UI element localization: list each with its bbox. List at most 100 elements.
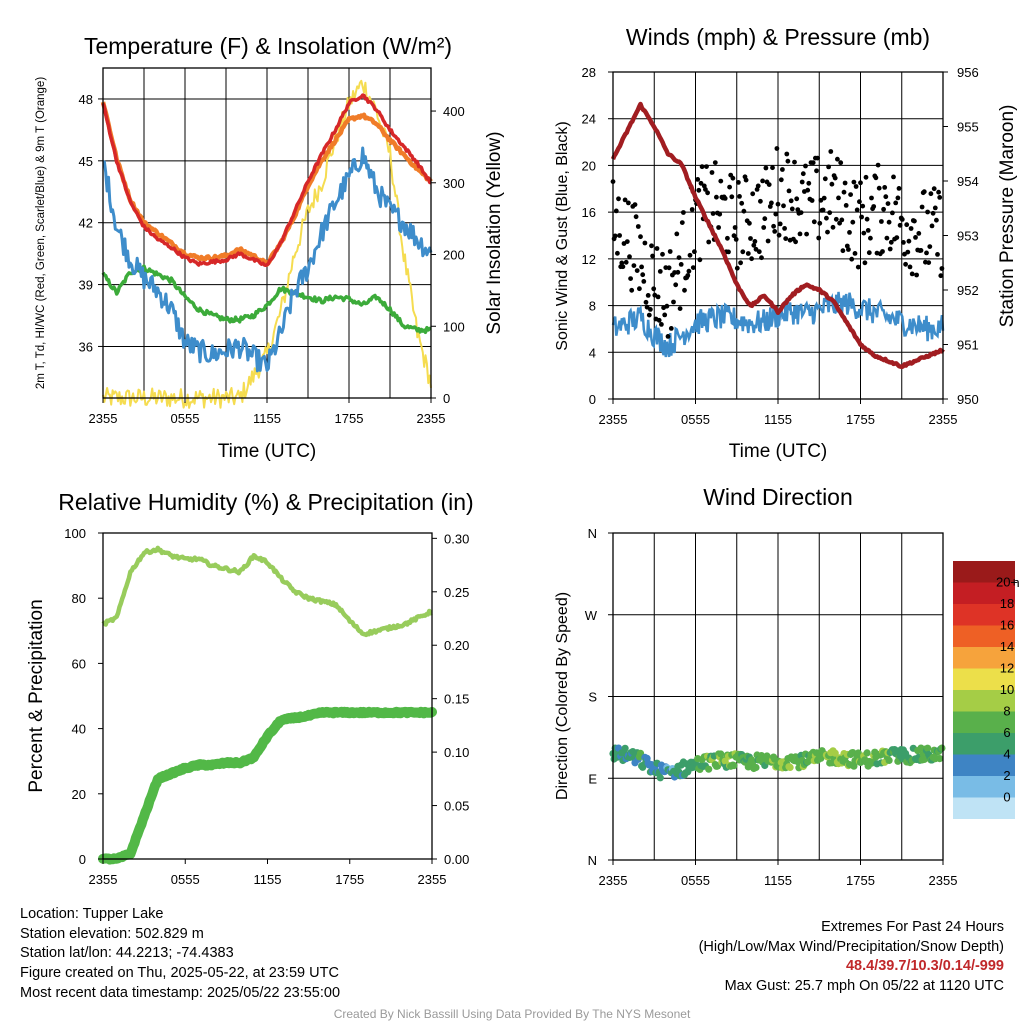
- gust-point: [854, 207, 860, 213]
- gust-point: [651, 286, 657, 292]
- gust-point: [698, 180, 704, 186]
- wind-series-pressure: [610, 101, 945, 370]
- gust-point: [756, 249, 762, 255]
- gust-point: [770, 165, 775, 171]
- extremes-values: 48.4/39.7/10.3/0.14/-999: [845, 958, 1004, 975]
- gust-point: [748, 236, 753, 241]
- gust-point: [695, 177, 701, 182]
- gust-point: [932, 205, 938, 211]
- wind-ylabel: Sonic Wind & Gust (Blue, Black): [554, 121, 571, 350]
- gust-point: [627, 254, 632, 260]
- gust-point: [868, 235, 873, 241]
- gust-point: [918, 248, 924, 253]
- gust-point: [916, 231, 922, 236]
- gust-point: [716, 225, 721, 230]
- rh-ytick-label: 40: [72, 722, 86, 737]
- dir-ytick-label: W: [585, 608, 598, 623]
- gust-point: [660, 251, 665, 257]
- wind-ytick-label: 4: [589, 345, 596, 360]
- gust-point: [765, 238, 771, 244]
- gust-point: [928, 191, 934, 197]
- gust-point: [860, 203, 866, 209]
- dir-ylabel: Direction (Colored By Speed): [554, 592, 571, 800]
- dir-xtick-label: 1155: [764, 873, 792, 888]
- extremes-title: Extremes For Past 24 Hours: [821, 919, 1004, 935]
- rh-ytick-label: 60: [72, 656, 86, 671]
- rh-xtick-label: 0555: [171, 872, 200, 887]
- gust-point: [769, 200, 774, 206]
- wind-xlabel: Time (UTC): [729, 441, 828, 462]
- gust-point: [755, 183, 761, 189]
- gust-point: [641, 279, 647, 284]
- gust-point: [620, 264, 626, 270]
- gust-point: [862, 260, 868, 266]
- gust-point: [648, 307, 653, 312]
- gust-point: [895, 195, 901, 201]
- colorbar-swatch: [953, 690, 1015, 712]
- gust-point: [914, 272, 919, 278]
- gust-point: [850, 219, 856, 225]
- rh-frame: [102, 532, 433, 860]
- colorbar-label: 16: [1000, 618, 1014, 633]
- gust-point: [777, 221, 783, 227]
- gust-point: [869, 195, 874, 201]
- gust-point: [617, 233, 622, 238]
- dir-point: [717, 750, 725, 758]
- gust-point: [675, 269, 681, 275]
- temp-y2tick-label: 100: [443, 319, 465, 334]
- gust-point: [835, 156, 840, 162]
- temp-ylabel2: Solar Insolation (Yellow): [484, 131, 505, 334]
- gust-point: [766, 182, 772, 188]
- gust-point: [650, 253, 655, 259]
- dir-point: [656, 774, 664, 782]
- gust-point: [789, 206, 795, 212]
- rh-series-precip: [98, 706, 437, 865]
- gust-point: [623, 259, 629, 265]
- gust-point: [931, 186, 937, 192]
- gust-point: [781, 203, 786, 209]
- temp-series-td: [101, 264, 432, 335]
- dir-point: [863, 749, 871, 757]
- dir-ytick-label: E: [588, 771, 597, 786]
- gust-point: [739, 200, 745, 206]
- gust-point: [875, 162, 881, 168]
- gust-point: [934, 217, 939, 223]
- gust-point: [730, 175, 736, 181]
- gust-point: [729, 194, 735, 200]
- gust-point: [743, 177, 749, 183]
- gust-point: [816, 235, 822, 241]
- dir-point: [705, 765, 713, 773]
- gust-point: [705, 190, 710, 196]
- gust-point: [737, 194, 742, 199]
- gust-point: [842, 180, 848, 186]
- station-info: Location: Tupper Lake Station elevation:…: [20, 905, 340, 1004]
- gust-point: [671, 299, 676, 305]
- gust-point: [846, 247, 851, 252]
- gust-point: [664, 303, 670, 309]
- gust-point: [904, 222, 910, 228]
- dir-point: [831, 749, 839, 757]
- gust-point: [800, 171, 806, 177]
- gust-point: [682, 287, 687, 293]
- gust-point: [639, 264, 644, 270]
- gust-point: [706, 239, 712, 245]
- gust-point: [782, 226, 787, 231]
- colorbar-swatch: [953, 625, 1015, 647]
- temp-y2tick-label: 0: [443, 391, 450, 406]
- dir-point: [885, 756, 893, 765]
- temp-ytick-label: 48: [79, 92, 93, 107]
- wind-title: Winds (mph) & Pressure (mb): [626, 24, 930, 50]
- gust-point: [799, 179, 805, 185]
- gust-point: [763, 165, 769, 171]
- gust-point: [629, 287, 635, 293]
- dir-point: [936, 755, 944, 763]
- dir-point: [752, 763, 760, 772]
- gust-point: [643, 299, 649, 305]
- gust-point: [935, 252, 940, 257]
- dir-point: [924, 744, 932, 752]
- gust-point: [888, 239, 894, 245]
- gust-point: [745, 251, 751, 256]
- extremes-panel: Extremes For Past 24 Hours (High/Low/Max…: [699, 918, 1004, 997]
- gust-point: [687, 252, 693, 258]
- colorbar-label: 20+: [996, 575, 1018, 590]
